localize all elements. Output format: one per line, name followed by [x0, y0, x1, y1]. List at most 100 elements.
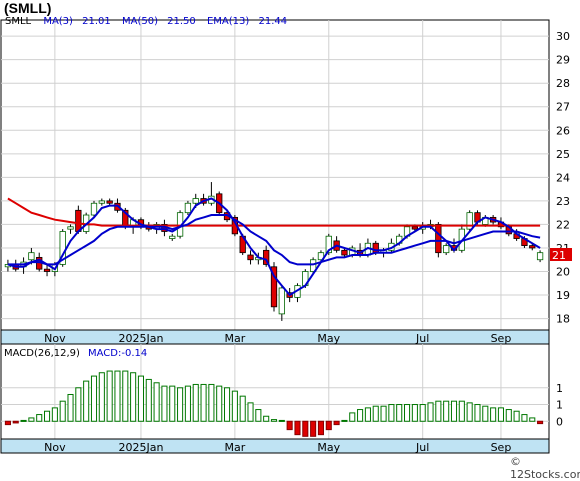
- macd-bar: [28, 417, 35, 422]
- macd-bar: [529, 417, 536, 422]
- price-y-tick-label: 23: [556, 195, 570, 208]
- macd-bar: [427, 402, 434, 422]
- candle-body: [192, 198, 199, 204]
- price-y-tick-label: 22: [556, 218, 570, 231]
- macd-bar: [349, 412, 356, 422]
- macd-bar: [450, 400, 458, 422]
- macd-bar: [59, 400, 66, 422]
- x-axis-labels-top: Nov 2025Jan Mar May Jul Sep: [44, 332, 511, 345]
- candle-body: [169, 235, 176, 239]
- macd-bar: [114, 370, 121, 422]
- x-tick-label: 2025Jan: [118, 441, 163, 454]
- x-tick-label: Jul: [415, 332, 429, 345]
- macd-y-axis: 1 1 0: [556, 382, 563, 428]
- ma-line-ma50: [7, 197, 541, 227]
- macd-histogram: [4, 370, 544, 437]
- macd-bar: [4, 420, 11, 426]
- price-y-tick-label: 30: [556, 30, 570, 43]
- legend-ma50-value: 21.50: [167, 16, 196, 27]
- macd-bar: [317, 420, 325, 436]
- macd-bar: [137, 375, 144, 422]
- candle-body: [466, 212, 473, 230]
- candle-body: [98, 200, 105, 204]
- legend-ma50-label: MA(50): [122, 16, 158, 27]
- price-y-tick-label: 19: [556, 289, 570, 302]
- macd-bar: [396, 404, 403, 422]
- macd-bar: [286, 420, 293, 431]
- moving-average-lines: [7, 197, 541, 297]
- macd-bar: [443, 400, 450, 422]
- macd-bar: [357, 409, 364, 422]
- macd-bar: [208, 383, 215, 422]
- legend-symbol: SMLL: [5, 16, 32, 27]
- macd-bar: [192, 383, 199, 422]
- macd-bar: [380, 405, 387, 422]
- macd-bar: [474, 404, 481, 422]
- macd-bar: [36, 414, 43, 422]
- macd-bar: [106, 370, 113, 422]
- price-y-tick-label: 28: [556, 77, 570, 90]
- candle-body: [43, 268, 51, 272]
- macd-title: MACD(26,12,9): [4, 348, 80, 359]
- candle-body: [309, 259, 317, 272]
- symbol-label: (SMLL): [4, 0, 51, 16]
- macd-bar: [372, 405, 379, 422]
- last-price-box: [550, 248, 572, 261]
- price-y-tick-label: 18: [556, 313, 570, 326]
- price-y-tick-label: 25: [556, 148, 570, 161]
- macd-bar: [12, 420, 19, 424]
- macd-bar: [51, 407, 58, 422]
- candle-body: [325, 235, 332, 254]
- macd-bar: [161, 385, 168, 422]
- macd-bar: [388, 404, 395, 422]
- candle-body: [435, 224, 442, 254]
- macd-bar: [294, 420, 301, 436]
- x-tick-label: Nov: [44, 332, 66, 345]
- macd-bar: [224, 387, 231, 422]
- macd-bar: [302, 420, 309, 437]
- macd-bar: [482, 405, 489, 422]
- legend-text: SMLL MA(3) 21.01 MA(50) 21.50 EMA(13) 21…: [5, 16, 287, 27]
- watermark: © 12Stocks.com: [510, 455, 580, 481]
- macd-bar: [130, 372, 137, 422]
- x-tick-label: Mar: [224, 332, 245, 345]
- macd-bar: [83, 380, 90, 422]
- macd-bar: [310, 420, 317, 437]
- x-tick-label: Sep: [491, 332, 512, 345]
- macd-bar: [466, 402, 473, 422]
- macd-bar: [239, 395, 246, 422]
- legend-ema13-label: EMA(13): [207, 16, 249, 27]
- macd-bar: [216, 385, 223, 422]
- price-y-tick-label: 26: [556, 124, 570, 137]
- macd-bar: [325, 420, 332, 431]
- macd-bar: [341, 419, 348, 422]
- price-y-tick-label: 27: [556, 101, 570, 114]
- x-tick-label: May: [317, 332, 340, 345]
- macd-bar: [200, 383, 207, 422]
- x-tick-label: Sep: [491, 441, 512, 454]
- macd-bar: [497, 407, 505, 422]
- candle-body: [341, 249, 348, 256]
- macd-bar: [169, 385, 176, 422]
- candle-body: [529, 245, 536, 249]
- macd-bar: [364, 407, 371, 422]
- macd-bar: [458, 400, 465, 422]
- macd-bar: [505, 409, 512, 422]
- candle-body: [278, 287, 285, 315]
- macd-y-tick-label: 1: [556, 382, 563, 395]
- candle-body: [247, 254, 254, 261]
- x-tick-label: May: [317, 441, 340, 454]
- candle-body: [184, 202, 192, 214]
- macd-bar: [75, 387, 82, 422]
- candle-body: [270, 266, 278, 308]
- macd-bar: [411, 404, 418, 422]
- macd-bar: [270, 419, 278, 422]
- candle-body: [317, 252, 325, 261]
- x-tick-label: Jul: [415, 441, 429, 454]
- candle-body: [28, 252, 35, 261]
- x-tick-label: Nov: [44, 441, 66, 454]
- macd-bar: [255, 409, 262, 422]
- price-y-tick-label: 20: [556, 266, 570, 279]
- macd-bar: [44, 410, 51, 422]
- macd-bar: [177, 387, 184, 422]
